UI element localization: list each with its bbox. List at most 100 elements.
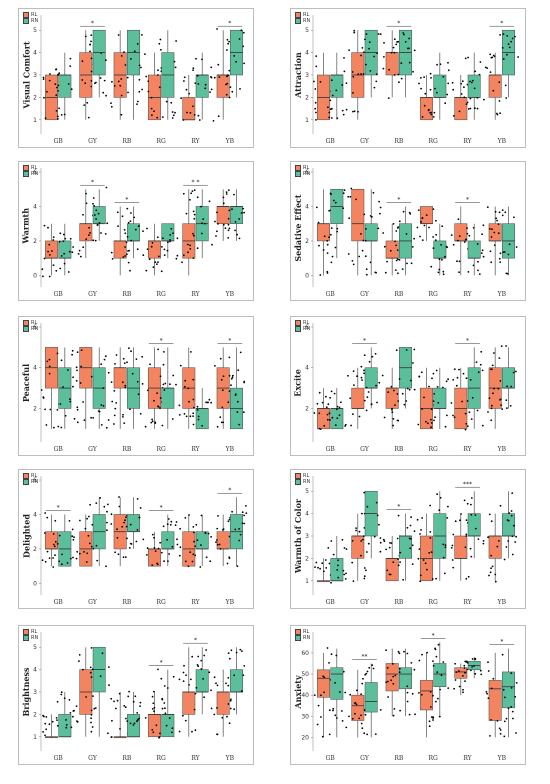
- legend-label: RL: [303, 165, 310, 171]
- data-point: [469, 107, 472, 110]
- data-point: [385, 548, 387, 551]
- data-point: [72, 710, 75, 712]
- data-point: [507, 253, 510, 256]
- data-point: [328, 562, 331, 565]
- x-tick-label: YB: [225, 599, 235, 606]
- data-point: [315, 206, 318, 209]
- data-point: [95, 544, 98, 547]
- data-point: [238, 237, 241, 240]
- data-point: [114, 551, 116, 554]
- legend-swatch: [23, 629, 29, 635]
- legend-entry: RL: [23, 320, 38, 326]
- data-point: [392, 663, 394, 665]
- data-point: [417, 423, 420, 426]
- data-point: [178, 554, 181, 557]
- box-rl-ry: [181, 189, 200, 276]
- data-point: [389, 249, 392, 252]
- data-point: [57, 73, 60, 76]
- data-point: [360, 554, 362, 557]
- data-point: [432, 236, 434, 238]
- data-point: [391, 409, 393, 411]
- data-point: [56, 352, 59, 355]
- data-point: [342, 207, 345, 210]
- data-point: [83, 551, 85, 553]
- data-point: [419, 235, 421, 238]
- data-point: [72, 556, 74, 559]
- box-body: [488, 680, 502, 721]
- legend-swatch: [23, 635, 29, 641]
- data-point: [136, 720, 138, 723]
- box-rl-gy: [75, 347, 96, 429]
- data-point: [231, 208, 233, 210]
- data-point: [330, 79, 333, 82]
- data-point: [81, 79, 84, 81]
- data-point: [510, 672, 513, 675]
- box-body: [216, 206, 230, 224]
- data-point: [349, 195, 352, 198]
- x-tick-label: RG: [429, 755, 439, 762]
- data-point: [360, 233, 362, 235]
- data-point: [196, 74, 199, 77]
- data-point: [383, 56, 385, 58]
- data-point: [358, 717, 361, 720]
- data-point: [363, 732, 366, 735]
- data-point: [489, 571, 492, 574]
- data-point: [218, 76, 221, 78]
- data-point: [69, 57, 72, 60]
- significance-marker: *: [228, 487, 231, 494]
- data-point: [62, 240, 65, 243]
- data-point: [176, 538, 178, 541]
- data-point: [230, 698, 232, 701]
- data-point: [334, 424, 337, 426]
- data-point: [444, 425, 447, 428]
- data-point: [156, 563, 159, 566]
- data-point: [239, 533, 242, 536]
- data-point: [45, 728, 48, 731]
- data-point: [65, 719, 67, 721]
- data-point: [330, 653, 333, 656]
- data-point: [192, 67, 195, 69]
- chart-panel: RL RN Peaceful 2 4 6 GB GY RB RG RY YB * *: [18, 316, 254, 456]
- data-point: [192, 423, 195, 426]
- legend-entry: RN: [23, 18, 38, 24]
- x-tick-label: RG: [157, 755, 167, 762]
- data-point: [361, 512, 363, 515]
- data-point: [63, 262, 66, 265]
- data-point: [164, 712, 167, 715]
- box-body: [433, 240, 447, 259]
- data-point: [192, 553, 195, 556]
- data-point: [353, 384, 355, 386]
- data-point: [464, 680, 466, 682]
- data-point: [371, 664, 374, 666]
- data-point: [69, 400, 72, 403]
- data-point: [506, 519, 509, 521]
- data-point: [345, 548, 348, 550]
- data-point: [217, 115, 220, 118]
- data-point: [326, 240, 329, 242]
- data-point: [46, 90, 48, 93]
- data-point: [350, 424, 352, 427]
- data-point: [316, 723, 319, 726]
- data-point: [488, 574, 490, 577]
- legend-label: RL: [31, 165, 38, 171]
- x-tick-label: GB: [54, 446, 64, 453]
- data-point: [382, 67, 385, 70]
- data-point: [423, 396, 425, 399]
- data-point: [424, 92, 427, 95]
- box-rn-yb: [227, 347, 246, 430]
- data-point: [110, 697, 113, 700]
- y-tick-label: 20: [301, 734, 309, 741]
- data-point: [403, 650, 405, 653]
- data-point: [237, 369, 240, 372]
- data-point: [159, 407, 162, 409]
- box-rl-gb: [313, 52, 333, 121]
- significance-marker: *: [397, 196, 400, 203]
- data-point: [409, 213, 412, 215]
- data-point: [118, 496, 120, 498]
- data-point: [128, 547, 131, 549]
- data-point: [360, 722, 363, 725]
- box-rl-gb: [41, 223, 62, 278]
- data-point: [73, 536, 75, 539]
- data-point: [413, 348, 416, 351]
- data-point: [123, 705, 126, 707]
